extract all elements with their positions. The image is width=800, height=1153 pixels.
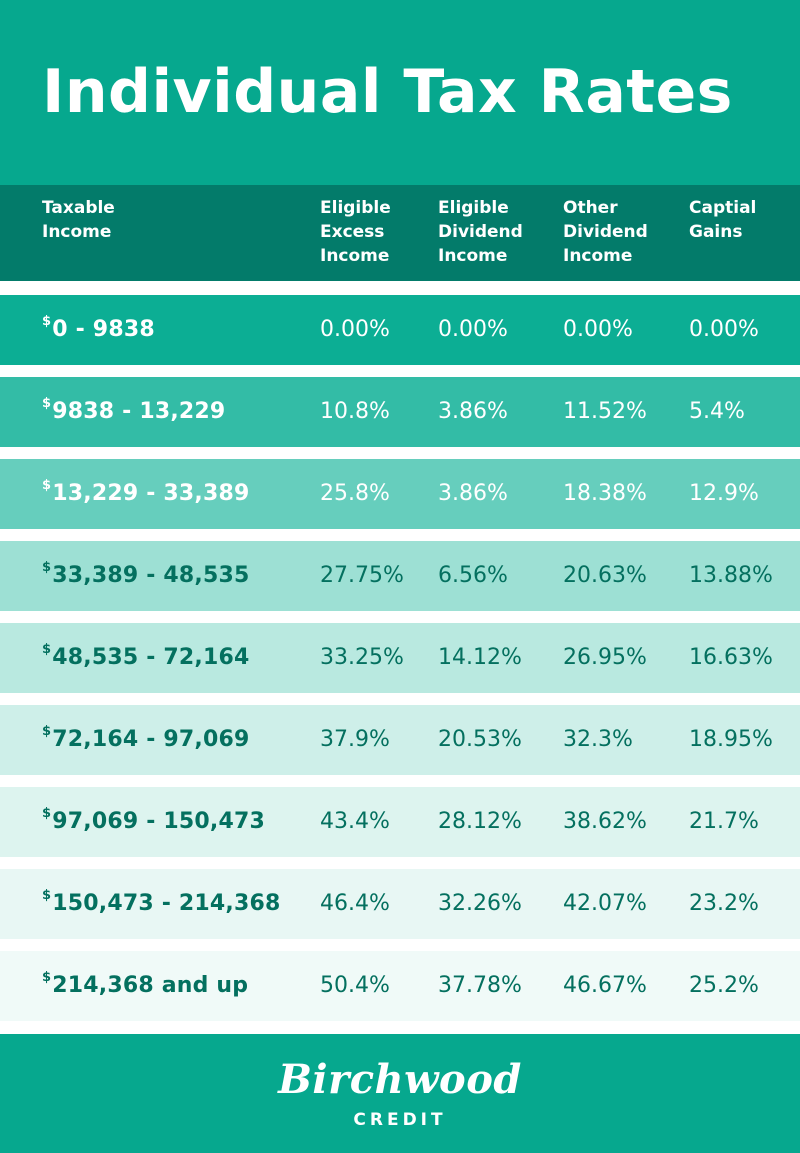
header-line: Income: [42, 222, 112, 242]
header-line: Dividend: [438, 222, 523, 242]
footer-logo-band: Birchwood CREDIT: [0, 1034, 800, 1153]
currency-symbol: $: [42, 805, 52, 821]
range-text: 48,535 - 72,164: [52, 645, 250, 670]
eligible-dividend-income-rate: 37.78%: [438, 973, 522, 998]
header-capital-gains: Captial Gains: [689, 196, 756, 244]
range-text: 9838 - 13,229: [52, 399, 226, 424]
capital-gains-rate: 23.2%: [689, 891, 759, 916]
header-line: Taxable: [42, 198, 115, 218]
table-row: $33,389 - 48,535 27.75% 6.56% 20.63% 13.…: [0, 541, 800, 611]
header-line: Dividend: [563, 222, 648, 242]
capital-gains-rate: 16.63%: [689, 645, 773, 670]
table-row: $97,069 - 150,473 43.4% 28.12% 38.62% 21…: [0, 787, 800, 857]
capital-gains-rate: 13.88%: [689, 563, 773, 588]
range-text: 13,229 - 33,389: [52, 481, 250, 506]
eligible-dividend-income-rate: 0.00%: [438, 317, 508, 342]
header-line: Income: [320, 246, 390, 266]
income-range: $97,069 - 150,473: [42, 787, 265, 857]
eligible-excess-income-rate: 50.4%: [320, 973, 390, 998]
capital-gains-rate: 21.7%: [689, 809, 759, 834]
eligible-dividend-income-rate: 6.56%: [438, 563, 508, 588]
capital-gains-rate: 0.00%: [689, 317, 759, 342]
capital-gains-rate: 18.95%: [689, 727, 773, 752]
other-dividend-income-rate: 42.07%: [563, 891, 647, 916]
eligible-dividend-income-rate: 32.26%: [438, 891, 522, 916]
capital-gains-rate: 12.9%: [689, 481, 759, 506]
eligible-excess-income-rate: 27.75%: [320, 563, 404, 588]
table-row: $0 - 9838 0.00% 0.00% 0.00% 0.00%: [0, 295, 800, 365]
income-range: $72,164 - 97,069: [42, 705, 250, 775]
eligible-excess-income-rate: 25.8%: [320, 481, 390, 506]
eligible-excess-income-rate: 43.4%: [320, 809, 390, 834]
page-title: Individual Tax Rates: [42, 57, 733, 127]
capital-gains-rate: 25.2%: [689, 973, 759, 998]
eligible-dividend-income-rate: 3.86%: [438, 481, 508, 506]
income-range: $214,368 and up: [42, 951, 248, 1021]
range-text: 72,164 - 97,069: [52, 727, 250, 752]
range-text: 0 - 9838: [52, 317, 155, 342]
eligible-dividend-income-rate: 28.12%: [438, 809, 522, 834]
capital-gains-rate: 5.4%: [689, 399, 745, 424]
other-dividend-income-rate: 38.62%: [563, 809, 647, 834]
other-dividend-income-rate: 46.67%: [563, 973, 647, 998]
other-dividend-income-rate: 20.63%: [563, 563, 647, 588]
table-row: $150,473 - 214,368 46.4% 32.26% 42.07% 2…: [0, 869, 800, 939]
table-row: $214,368 and up 50.4% 37.78% 46.67% 25.2…: [0, 951, 800, 1021]
header-line: Captial: [689, 198, 757, 218]
header-line: Excess: [320, 222, 385, 242]
currency-symbol: $: [42, 641, 52, 657]
eligible-excess-income-rate: 37.9%: [320, 727, 390, 752]
table-row: $48,535 - 72,164 33.25% 14.12% 26.95% 16…: [0, 623, 800, 693]
range-text: 33,389 - 48,535: [52, 563, 250, 588]
income-range: $33,389 - 48,535: [42, 541, 250, 611]
currency-symbol: $: [42, 559, 52, 575]
currency-symbol: $: [42, 969, 52, 985]
currency-symbol: $: [42, 887, 52, 903]
table-header: Taxable Income Eligible Excess Income El…: [0, 185, 800, 281]
currency-symbol: $: [42, 723, 52, 739]
brand-logo: Birchwood: [278, 1056, 522, 1103]
header-line: Other: [563, 198, 618, 218]
other-dividend-income-rate: 11.52%: [563, 399, 647, 424]
income-range: $0 - 9838: [42, 295, 155, 365]
header-line: Income: [563, 246, 633, 266]
header-line: Eligible: [438, 198, 509, 218]
income-range: $150,473 - 214,368: [42, 869, 281, 939]
table-row: $9838 - 13,229 10.8% 3.86% 11.52% 5.4%: [0, 377, 800, 447]
header-other-dividend-income: Other Dividend Income: [563, 196, 648, 268]
eligible-excess-income-rate: 0.00%: [320, 317, 390, 342]
range-text: 214,368 and up: [52, 973, 249, 998]
other-dividend-income-rate: 18.38%: [563, 481, 647, 506]
eligible-dividend-income-rate: 14.12%: [438, 645, 522, 670]
header-eligible-excess-income: Eligible Excess Income: [320, 196, 391, 268]
other-dividend-income-rate: 32.3%: [563, 727, 633, 752]
table-row: $13,229 - 33,389 25.8% 3.86% 18.38% 12.9…: [0, 459, 800, 529]
range-text: 97,069 - 150,473: [52, 809, 265, 834]
currency-symbol: $: [42, 313, 52, 329]
header-line: Gains: [689, 222, 743, 242]
income-range: $13,229 - 33,389: [42, 459, 250, 529]
eligible-dividend-income-rate: 3.86%: [438, 399, 508, 424]
header-eligible-dividend-income: Eligible Dividend Income: [438, 196, 523, 268]
brand-logo-subtitle: CREDIT: [353, 1110, 447, 1130]
header-line: Income: [438, 246, 508, 266]
income-range: $9838 - 13,229: [42, 377, 225, 447]
header-taxable-income: Taxable Income: [42, 196, 115, 244]
currency-symbol: $: [42, 395, 52, 411]
table-row: $72,164 - 97,069 37.9% 20.53% 32.3% 18.9…: [0, 705, 800, 775]
other-dividend-income-rate: 0.00%: [563, 317, 633, 342]
header-line: Eligible: [320, 198, 391, 218]
other-dividend-income-rate: 26.95%: [563, 645, 647, 670]
range-text: 150,473 - 214,368: [52, 891, 281, 916]
eligible-excess-income-rate: 10.8%: [320, 399, 390, 424]
currency-symbol: $: [42, 477, 52, 493]
eligible-dividend-income-rate: 20.53%: [438, 727, 522, 752]
eligible-excess-income-rate: 46.4%: [320, 891, 390, 916]
income-range: $48,535 - 72,164: [42, 623, 250, 693]
eligible-excess-income-rate: 33.25%: [320, 645, 404, 670]
title-band: Individual Tax Rates: [0, 0, 800, 185]
